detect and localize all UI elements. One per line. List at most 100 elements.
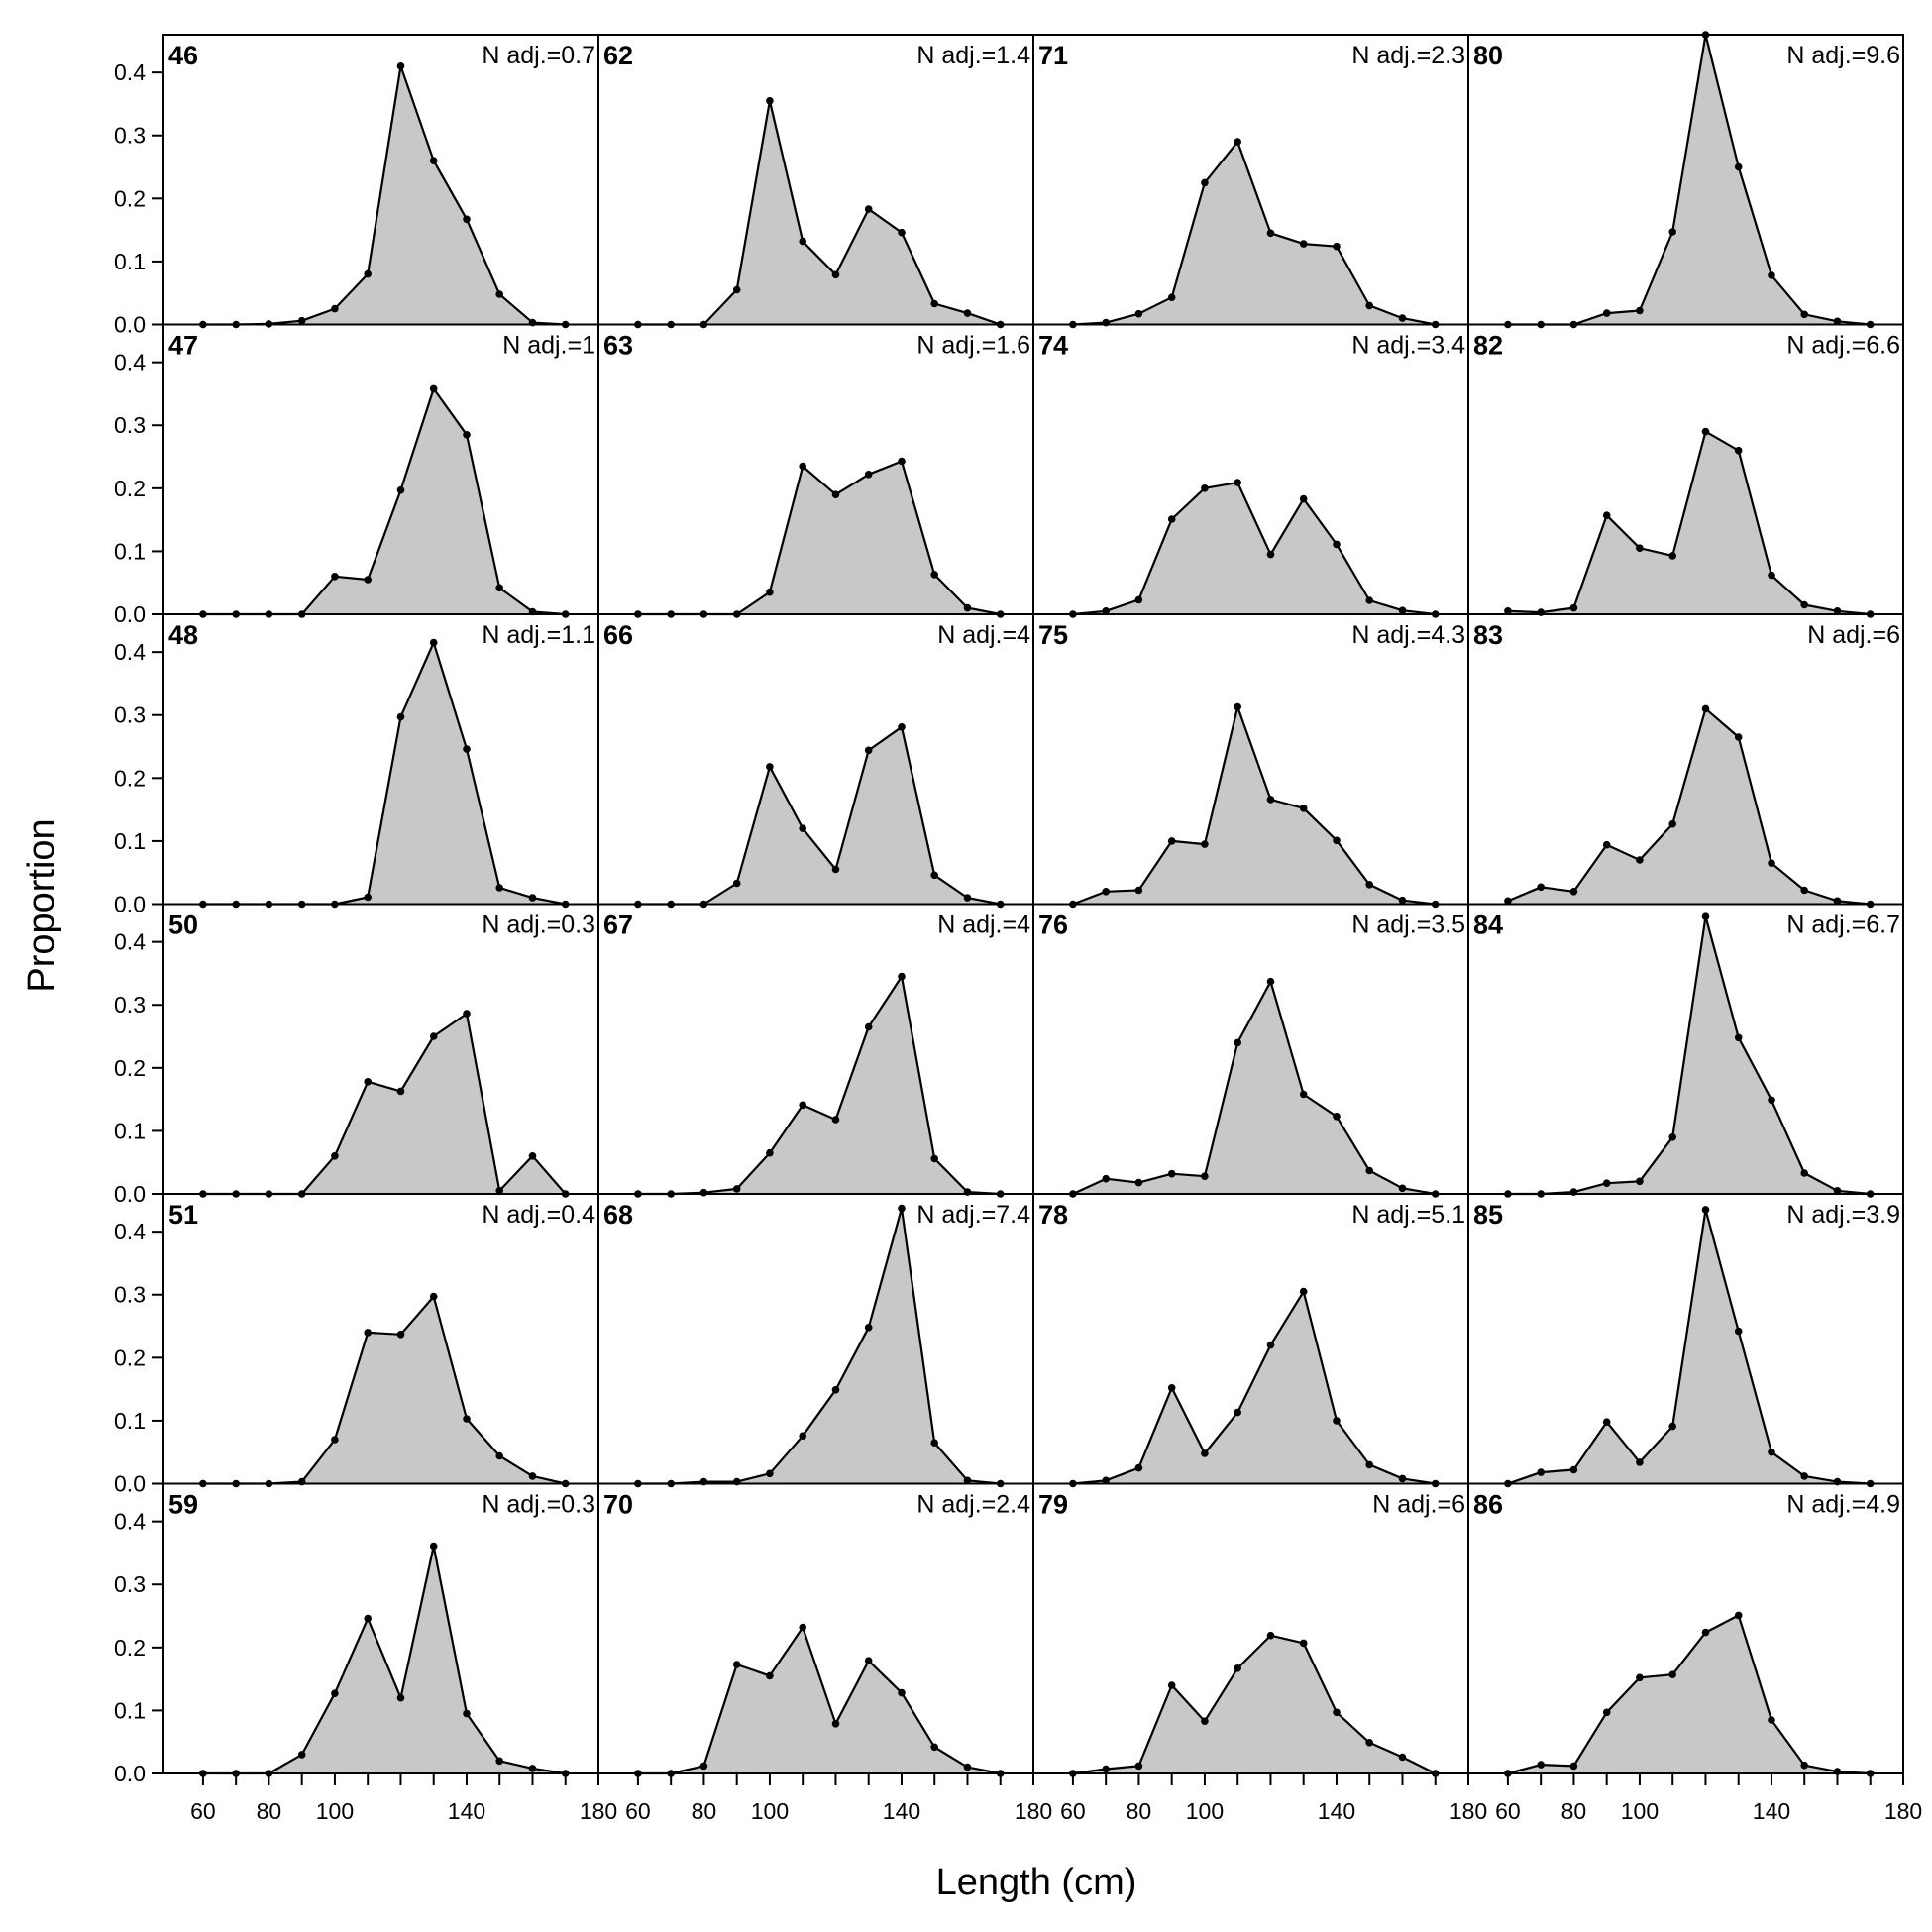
panel-label: 85 (1473, 1200, 1503, 1230)
x-tick-label: 100 (316, 1798, 354, 1824)
panel-82-point (1602, 511, 1611, 519)
panel-68-point (898, 1204, 906, 1213)
x-tick-label: 60 (190, 1798, 216, 1824)
panel-85-point (1800, 1472, 1808, 1480)
panel-62-point (831, 270, 840, 279)
panel-62-point (963, 309, 972, 317)
panel-83-area (1507, 708, 1871, 905)
panel-86-point (1701, 1628, 1710, 1637)
panel-70: 70 N adj.=2.4 (597, 1482, 1034, 1777)
panel-83-point (1800, 886, 1808, 895)
panel-85-line (1507, 1208, 1871, 1485)
panel-82-point (1701, 427, 1710, 436)
panel-76-point (1333, 1113, 1341, 1121)
y-tick-label: 0.2 (114, 1055, 146, 1081)
panel-76-area (1072, 981, 1436, 1194)
panel-86-point (1734, 1611, 1743, 1620)
panel-82-point (1636, 544, 1644, 552)
panel-nadj-label: N adj.=3.5 (1351, 912, 1465, 939)
panel-78-area (1072, 1291, 1436, 1484)
panel-50-point (331, 1152, 339, 1160)
panel-nadj-label: N adj.=6 (1372, 1491, 1465, 1519)
panel-85-point (1602, 1418, 1611, 1426)
panel-label: 76 (1038, 911, 1068, 940)
panel-51-point (396, 1331, 405, 1339)
panel-75-point (1333, 836, 1341, 845)
y-tick-label: 0.1 (114, 1697, 146, 1723)
panel-46-point (495, 290, 504, 298)
panel-78: 78 N adj.=5.1 (1032, 1193, 1469, 1488)
panel-75-point (1266, 796, 1275, 804)
panel-62-point (930, 299, 938, 308)
panel-71-point (1299, 240, 1308, 248)
panel-83: 83 N adj.=6 (1467, 613, 1904, 909)
panel-74-line (1072, 482, 1436, 616)
panel-84-area (1507, 916, 1871, 1194)
panel-47-area (202, 388, 566, 614)
y-tick-label: 0.4 (114, 59, 146, 85)
panel-47-point (463, 431, 471, 439)
panel-67-point (732, 1185, 741, 1193)
panel-nadj-label: N adj.=2.4 (916, 1491, 1030, 1519)
panel-48: 48 N adj.=1.1 (162, 613, 599, 909)
panel-50-point (528, 1152, 537, 1160)
panel-51-point (331, 1436, 339, 1444)
y-tick-label: 0.4 (114, 1219, 146, 1244)
panel-80: 80 N adj.=9.6 (1467, 31, 1904, 329)
y-tick-label: 0.2 (114, 765, 146, 791)
x-axis: 60 80 100 140 180 60 80 100 140 180 60 80 100 140 180 6… (190, 1773, 1922, 1824)
panel-67-point (831, 1116, 840, 1124)
panel-83-point (1668, 819, 1676, 828)
panel-80-point (1833, 317, 1842, 326)
panel-83-point (1701, 704, 1710, 713)
panel-63-area (637, 461, 1001, 614)
panel-66-point (930, 871, 938, 880)
panel-51-area (202, 1296, 566, 1484)
panel-80-point (1636, 306, 1644, 315)
panel-63-point (831, 490, 840, 499)
panel-83-point (1833, 897, 1842, 906)
panel-74-point (1201, 484, 1209, 492)
x-tick-label: 180 (1884, 1798, 1922, 1824)
panel-85-point (1734, 1327, 1743, 1336)
panel-label: 74 (1038, 331, 1068, 361)
panel-67-point (766, 1148, 774, 1157)
panel-nadj-label: N adj.=6 (1807, 621, 1900, 649)
panel-70-point (766, 1671, 774, 1680)
panel-50-area (202, 1014, 566, 1194)
panel-79-line (1072, 1634, 1437, 1775)
panel-63-point (898, 457, 906, 466)
panel-71-point (1398, 314, 1407, 322)
panel-nadj-label: N adj.=9.6 (1786, 42, 1900, 69)
panel-62-point (799, 237, 806, 246)
panel-76-point (1299, 1090, 1308, 1099)
panel-label: 68 (603, 1200, 633, 1230)
panel-84: 84 N adj.=6.7 (1467, 903, 1904, 1198)
panel-68-line (637, 1207, 1001, 1485)
panel-46-point (364, 269, 373, 278)
panel-nadj-label: N adj.=4.3 (1351, 621, 1465, 649)
panel-nadj-label: N adj.=0.3 (482, 1491, 595, 1519)
panel-85-area (1507, 1209, 1871, 1484)
panel-70-point (963, 1763, 972, 1771)
panel-67-point (799, 1101, 806, 1110)
panel-47: 47 N adj.=1 (162, 323, 599, 618)
panel-84-point (1668, 1133, 1676, 1141)
x-tick-label: 60 (1495, 1798, 1521, 1824)
panel-85-point (1636, 1458, 1644, 1466)
panel-70-point (799, 1623, 806, 1632)
panel-51-point (463, 1415, 471, 1423)
panel-nadj-label: N adj.=7.4 (916, 1201, 1030, 1229)
panel-label: 75 (1038, 620, 1068, 650)
panel-nadj-label: N adj.=6.6 (1786, 332, 1900, 360)
panel-74-point (1398, 606, 1407, 614)
panel-nadj-label: N adj.=2.3 (1351, 42, 1465, 69)
x-tick-label: 100 (751, 1798, 789, 1824)
y-tick-label: 0.4 (114, 350, 146, 376)
panel-82-point (1504, 607, 1512, 615)
y-tick-label: 0.4 (114, 1509, 146, 1535)
panel-nadj-label: N adj.=0.7 (482, 42, 595, 69)
panel-63-point (864, 471, 873, 479)
panel-84-point (1833, 1187, 1842, 1195)
y-tick-label: 0.3 (114, 1571, 146, 1597)
